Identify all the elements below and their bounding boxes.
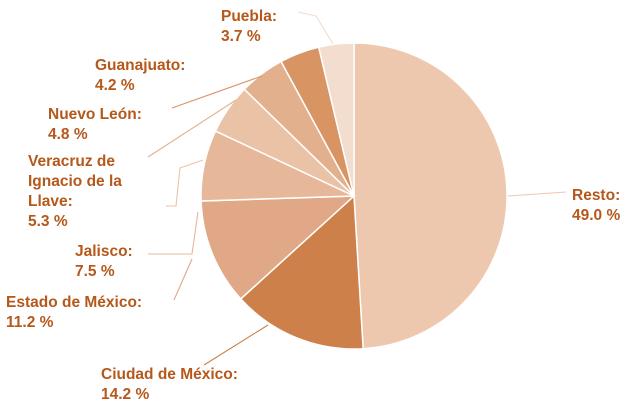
slice-label-nuevo-leon: Nuevo León: 4.8 % (48, 106, 142, 143)
slice-value-label: 7.5 % (75, 263, 115, 280)
slice-label-resto: Resto: 49.0 % (572, 187, 620, 224)
leader-line-jalisco (148, 211, 199, 255)
pie-slice-puebla (317, 42, 355, 197)
pie-slice-resto (353, 42, 508, 350)
pie-slice-ciudad-de-mexico (239, 194, 364, 350)
slice-name-label: Ignacio de la (28, 173, 122, 190)
slice-name-label: Llave: (28, 193, 73, 210)
slice-name-label: Guanajuato: (95, 57, 185, 74)
slice-name-label: Jalisco: (75, 243, 133, 260)
slice-value-label: 49.0 % (572, 207, 620, 224)
slice-label-veracruz-de-ignacio-de-la-llave: Veracruz de Ignacio de la Llave: 5.3 % (28, 153, 122, 230)
slice-label-ciudad-de-mexico: Ciudad de México: 14.2 % (101, 366, 238, 402)
slice-value-label: 4.2 % (95, 77, 135, 94)
slice-value-label: 14.2 % (101, 386, 149, 402)
leader-line-puebla (297, 11, 334, 45)
slice-value-label: 11.2 % (6, 314, 54, 331)
leader-line-estado-de-mexico (173, 258, 193, 301)
slice-label-guanajuato: Guanajuato: 4.2 % (95, 57, 185, 94)
slice-name-label: Estado de México: (6, 294, 142, 311)
leader-line-resto (507, 191, 567, 197)
leader-line-ciudad-de-mexico (203, 324, 269, 366)
slice-value-label: 3.7 % (221, 28, 261, 45)
slice-label-jalisco: Jalisco: 7.5 % (75, 243, 133, 280)
pie-slice-estado-de-mexico (200, 195, 357, 300)
slice-value-label: 5.3 % (28, 213, 68, 230)
slice-name-label: Puebla: (221, 8, 277, 25)
slice-name-label: Veracruz de (28, 153, 115, 170)
slice-label-estado-de-mexico: Estado de México: 11.2 % (6, 294, 142, 331)
slice-name-label: Nuevo León: (48, 106, 142, 123)
leader-line-veracruz-de-ignacio-de-la-llave (166, 159, 204, 207)
slice-label-puebla: Puebla: 3.7 % (221, 8, 277, 45)
slice-name-label: Ciudad de México: (101, 366, 238, 383)
leader-line-guanajuato (171, 75, 263, 109)
slice-name-label: Resto: (572, 187, 620, 204)
leader-line-nuevo-leon (147, 99, 237, 158)
slice-value-label: 4.8 % (48, 126, 88, 143)
